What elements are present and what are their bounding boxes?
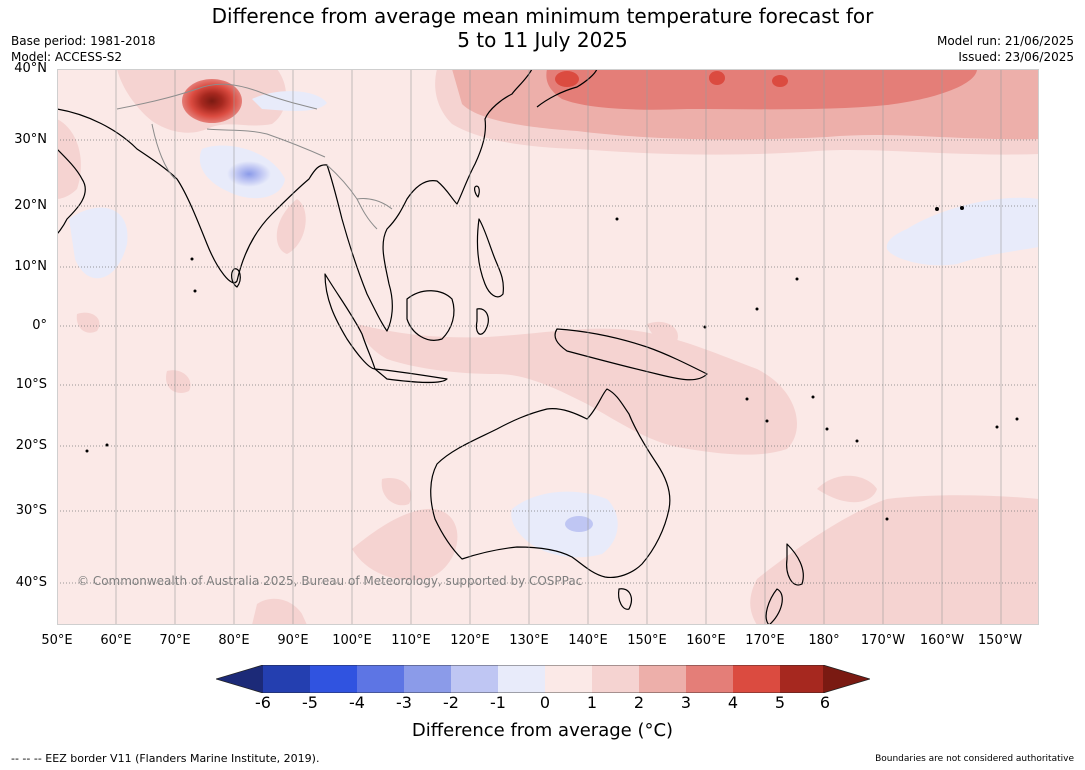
anomaly-region: [357, 324, 797, 455]
anomaly-map: [57, 69, 1039, 625]
lat-tick: 40°N: [14, 61, 47, 76]
map-title: Difference from average mean minimum tem…: [0, 4, 1085, 52]
lat-tick: 40°S: [15, 575, 47, 590]
lon-tick: 90°E: [277, 633, 309, 648]
islands: [85, 206, 1019, 521]
lat-tick: 20°N: [14, 198, 47, 213]
colorbar-tick: 5: [774, 693, 786, 712]
lat-tick: 20°S: [15, 438, 47, 453]
title-line-1: Difference from average mean minimum tem…: [211, 4, 874, 28]
colorbar-segment: [733, 665, 780, 693]
anomaly-region: [57, 119, 81, 199]
model-name: Model: ACCESS-S2: [11, 50, 123, 64]
lon-tick: 180°: [808, 633, 840, 648]
colorbar-segment: [780, 665, 823, 693]
base-period: Base period: 1981-2018: [11, 34, 156, 48]
anomaly-region: [555, 71, 579, 87]
anomaly-coldspot: [565, 516, 593, 532]
lon-tick: 140°E: [568, 633, 608, 648]
eez-legend: -- -- -- EEZ border V11 (Flanders Marine…: [11, 752, 320, 765]
lon-tick: 70°E: [159, 633, 191, 648]
colorbar-tick: 1: [586, 693, 598, 712]
lon-tick: 150°E: [627, 633, 667, 648]
model-run: Model run: 21/06/2025: [936, 34, 1074, 48]
colorbar-tick: -4: [349, 693, 365, 712]
colorbar-tick: 3: [680, 693, 692, 712]
lon-tick: 160°W: [919, 633, 965, 648]
country-borders: [116, 83, 393, 230]
colorbar-label: Difference from average (°C): [411, 720, 674, 741]
anomaly-region: [352, 508, 458, 581]
colorbar-tick: -3: [396, 693, 412, 712]
colorbar-min-arrow: [216, 665, 263, 693]
anomaly-region: [76, 312, 100, 333]
lon-tick: 80°E: [218, 633, 250, 648]
colorbar-max-arrow: [823, 665, 870, 693]
anomaly-hotspot: [182, 79, 242, 123]
anomaly-region: [750, 495, 1039, 625]
colorbar-segment: [592, 665, 639, 693]
colorbar-segment: [404, 665, 451, 693]
colorbar-segment: [310, 665, 357, 693]
colorbar-tick: -2: [443, 693, 459, 712]
colorbar: [216, 665, 870, 693]
colorbar-segment: [451, 665, 498, 693]
anomaly-region: [772, 75, 788, 87]
lat-tick: 0°: [32, 318, 47, 333]
anomaly-region: [69, 207, 128, 279]
anomaly-region: [709, 71, 725, 85]
anomaly-coldspot: [227, 161, 271, 187]
meta-left: Base period: 1981-2018 Model: ACCESS-S2: [11, 33, 156, 65]
lon-tick: 120°E: [450, 633, 490, 648]
lon-tick: 170°E: [745, 633, 785, 648]
colorbar-tick: 6: [819, 693, 831, 712]
colorbar-tick: -6: [255, 693, 271, 712]
lat-tick: 30°N: [14, 132, 47, 147]
colorbar-segment: [263, 665, 310, 693]
anomaly-region: [817, 475, 877, 503]
colorbar-segment: [545, 665, 592, 693]
lon-tick: 50°E: [41, 633, 73, 648]
lon-tick: 100°E: [332, 633, 372, 648]
coastlines: [57, 69, 804, 625]
issued-date: Issued: 23/06/2025: [958, 50, 1074, 64]
colorbar-segment: [639, 665, 686, 693]
anomaly-region: [276, 199, 306, 254]
boundary-disclaimer: Boundaries are not considered authoritat…: [875, 754, 1074, 764]
lon-tick: 150°W: [977, 633, 1023, 648]
colorbar-segment: [686, 665, 733, 693]
meta-right: Model run: 21/06/2025 Issued: 23/06/2025: [937, 33, 1074, 65]
lat-tick: 10°S: [15, 377, 47, 392]
anomaly-region: [546, 69, 977, 110]
colorbar-tick: -1: [490, 693, 506, 712]
colorbar-tick: 4: [727, 693, 739, 712]
lon-tick: 60°E: [100, 633, 132, 648]
lon-tick: 110°E: [391, 633, 431, 648]
copyright-notice: © Commonwealth of Australia 2025, Bureau…: [77, 574, 583, 588]
anomaly-region: [166, 370, 191, 393]
lat-tick: 10°N: [14, 259, 47, 274]
anomaly-region: [381, 478, 412, 506]
colorbar-tick: -5: [302, 693, 318, 712]
title-line-2: 5 to 11 July 2025: [457, 28, 628, 52]
anomaly-region: [647, 321, 678, 344]
colorbar-segment: [357, 665, 404, 693]
colorbar-segment: [498, 665, 545, 693]
lon-tick: 160°E: [686, 633, 726, 648]
lat-tick: 30°S: [15, 503, 47, 518]
lon-tick: 170°W: [860, 633, 906, 648]
map-frame: [57, 69, 1039, 625]
graticule: [57, 69, 1039, 625]
colorbar-tick: 2: [633, 693, 645, 712]
colorbar-tick: 0: [539, 693, 551, 712]
anomaly-region: [511, 491, 618, 558]
lon-tick: 130°E: [509, 633, 549, 648]
